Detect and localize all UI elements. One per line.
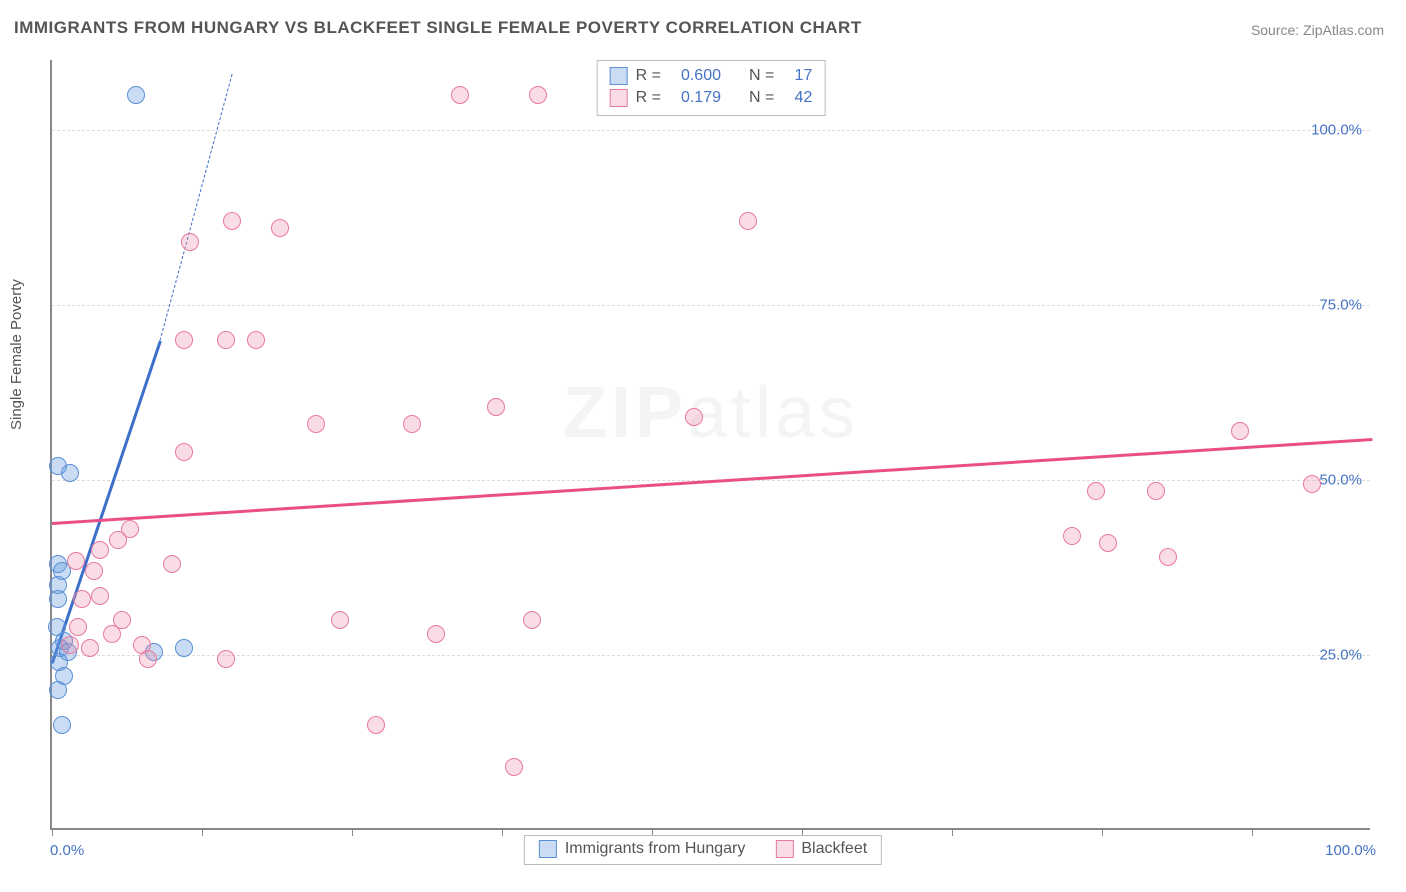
legend-swatch — [539, 840, 557, 858]
y-axis-label: Single Female Poverty — [8, 279, 25, 430]
data-point — [113, 611, 131, 629]
data-point — [403, 415, 421, 433]
data-point — [61, 636, 79, 654]
legend-swatch — [610, 67, 628, 85]
legend-n-label: N = — [749, 65, 774, 87]
x-axis-tick-100: 100.0% — [1325, 842, 1376, 859]
y-tick-label: 50.0% — [1319, 472, 1362, 489]
data-point — [139, 650, 157, 668]
data-point — [1231, 422, 1249, 440]
data-point — [1063, 527, 1081, 545]
gridline — [52, 305, 1370, 306]
data-point — [247, 331, 265, 349]
trend-line — [51, 341, 161, 664]
data-point — [73, 590, 91, 608]
y-tick-label: 75.0% — [1319, 297, 1362, 314]
data-point — [67, 552, 85, 570]
data-point — [163, 555, 181, 573]
legend-r-label: R = — [636, 65, 661, 87]
data-point — [271, 219, 289, 237]
watermark: ZIPatlas — [563, 372, 859, 454]
data-point — [49, 590, 67, 608]
x-tick — [202, 828, 203, 836]
x-tick — [502, 828, 503, 836]
legend-r-label: R = — [636, 87, 661, 109]
trend-line-extrapolated — [160, 74, 233, 340]
x-tick — [952, 828, 953, 836]
data-point — [1303, 475, 1321, 493]
x-tick — [52, 828, 53, 836]
data-point — [175, 443, 193, 461]
data-point — [61, 464, 79, 482]
scatter-plot: ZIPatlas R = 0.600 N = 17 R = 0.179 N = 42 25.0… — [50, 60, 1370, 830]
legend-item: Immigrants from Hungary — [539, 840, 746, 858]
legend-row: R = 0.600 N = 17 — [610, 65, 813, 87]
data-point — [1087, 482, 1105, 500]
data-point — [739, 212, 757, 230]
legend-swatch — [610, 89, 628, 107]
legend-item: Blackfeet — [775, 840, 867, 858]
data-point — [505, 758, 523, 776]
data-point — [451, 86, 469, 104]
correlation-legend: R = 0.600 N = 17 R = 0.179 N = 42 — [597, 60, 826, 116]
y-tick-label: 25.0% — [1319, 647, 1362, 664]
legend-swatch — [775, 840, 793, 858]
gridline — [52, 130, 1370, 131]
data-point — [685, 408, 703, 426]
x-tick — [352, 828, 353, 836]
data-point — [81, 639, 99, 657]
trend-line — [52, 438, 1372, 524]
data-point — [217, 331, 235, 349]
data-point — [529, 86, 547, 104]
legend-series-name: Blackfeet — [801, 840, 867, 858]
data-point — [175, 639, 193, 657]
data-point — [307, 415, 325, 433]
data-point — [85, 562, 103, 580]
legend-row: R = 0.179 N = 42 — [610, 87, 813, 109]
data-point — [217, 650, 235, 668]
data-point — [53, 716, 71, 734]
data-point — [91, 541, 109, 559]
data-point — [1159, 548, 1177, 566]
gridline — [52, 655, 1370, 656]
data-point — [523, 611, 541, 629]
series-legend: Immigrants from Hungary Blackfeet — [524, 835, 882, 865]
legend-n-value: 17 — [782, 65, 812, 87]
x-tick — [1252, 828, 1253, 836]
legend-n-value: 42 — [782, 87, 812, 109]
data-point — [331, 611, 349, 629]
data-point — [91, 587, 109, 605]
data-point — [49, 681, 67, 699]
data-point — [223, 212, 241, 230]
legend-r-value: 0.179 — [669, 87, 721, 109]
x-tick — [1102, 828, 1103, 836]
data-point — [427, 625, 445, 643]
y-tick-label: 100.0% — [1311, 122, 1362, 139]
data-point — [69, 618, 87, 636]
legend-n-label: N = — [749, 87, 774, 109]
data-point — [127, 86, 145, 104]
data-point — [121, 520, 139, 538]
data-point — [175, 331, 193, 349]
chart-title: IMMIGRANTS FROM HUNGARY VS BLACKFEET SIN… — [14, 18, 862, 38]
data-point — [181, 233, 199, 251]
source-attribution: Source: ZipAtlas.com — [1251, 22, 1384, 38]
data-point — [1147, 482, 1165, 500]
data-point — [367, 716, 385, 734]
legend-series-name: Immigrants from Hungary — [565, 840, 746, 858]
data-point — [1099, 534, 1117, 552]
x-axis-tick-0: 0.0% — [50, 842, 84, 859]
legend-r-value: 0.600 — [669, 65, 721, 87]
data-point — [487, 398, 505, 416]
